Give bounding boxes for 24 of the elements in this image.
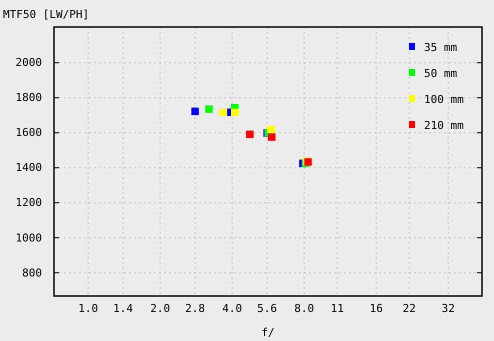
x-tick-label: 8.0 bbox=[294, 302, 314, 315]
y-tick-label: 2000 bbox=[16, 56, 42, 70]
y-tick-label: 1400 bbox=[16, 161, 42, 174]
x-tick-label: 5.6 bbox=[257, 302, 278, 315]
x-tick-label: 2.8 bbox=[185, 302, 206, 315]
y-tick-label: 1800 bbox=[16, 91, 42, 104]
x-tick-label: 4.0 bbox=[222, 302, 242, 315]
y-tick-label: 800 bbox=[22, 266, 42, 280]
y-tick-label: 1200 bbox=[16, 196, 42, 210]
y-tick-label: 1000 bbox=[16, 231, 42, 244]
y-tick-label: 1600 bbox=[16, 126, 42, 140]
legend-label: 35 mm bbox=[424, 41, 458, 54]
x-tick-label: 22 bbox=[402, 302, 416, 315]
legend-label: 50 mm bbox=[424, 67, 458, 80]
x-tick-label: 32 bbox=[442, 302, 455, 315]
x-tick-label: 11 bbox=[330, 302, 344, 315]
x-tick-label: 16 bbox=[370, 302, 383, 315]
x-axis-title: f/ bbox=[261, 326, 275, 339]
y-axis-title: MTF50 [LW/PH] bbox=[3, 8, 90, 21]
legend-label: 210 mm bbox=[424, 119, 464, 132]
x-tick-label: 1.4 bbox=[113, 302, 134, 315]
legend-label: 100 mm bbox=[424, 93, 464, 106]
x-tick-label: 2.0 bbox=[150, 302, 170, 315]
x-tick-label: 1.0 bbox=[78, 302, 98, 315]
